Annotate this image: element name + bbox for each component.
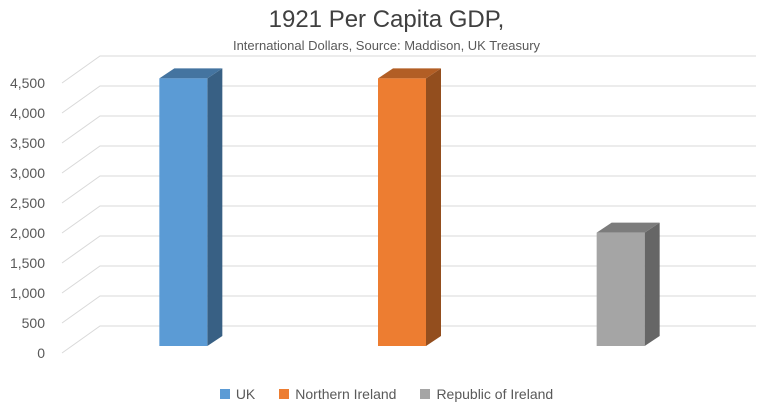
legend: UK Northern Ireland Republic of Ireland xyxy=(0,386,773,402)
legend-item: Republic of Ireland xyxy=(420,386,553,402)
y-tick-label: 3,500 xyxy=(10,135,45,151)
bar-side xyxy=(644,222,660,346)
legend-item: UK xyxy=(219,386,256,402)
bar-top xyxy=(596,222,660,233)
gridline xyxy=(61,175,756,204)
legend-swatch xyxy=(420,389,431,399)
y-tick-label: 3,000 xyxy=(10,165,45,181)
bar xyxy=(378,78,426,347)
legend-label: Republic of Ireland xyxy=(436,386,554,402)
y-tick-label: 0 xyxy=(37,345,45,361)
legend-swatch xyxy=(219,389,230,399)
y-tick-label: 1,000 xyxy=(10,285,45,301)
legend-label: UK xyxy=(235,386,256,402)
bar xyxy=(596,232,645,346)
gridline xyxy=(61,205,756,234)
bar-side xyxy=(207,68,223,347)
bar xyxy=(159,78,208,347)
y-tick-label: 2,500 xyxy=(10,195,45,211)
legend-label: Northern Ireland xyxy=(295,386,397,402)
gridline xyxy=(61,55,756,84)
chart-title: 1921 Per Capita GDP, xyxy=(268,6,505,33)
bar-side xyxy=(426,68,441,347)
gridline xyxy=(61,115,756,144)
y-tick-label: 4,500 xyxy=(10,75,45,91)
plot-area: 0 500 1,000 1,500 2,000 2,500 3,000 3,500 4,000 4… xyxy=(10,55,756,361)
gridline xyxy=(61,235,756,264)
gridline xyxy=(61,145,756,174)
gridline xyxy=(61,85,756,114)
gridline xyxy=(61,265,756,294)
gridline xyxy=(61,325,756,354)
bar-top xyxy=(159,68,223,79)
legend-swatch xyxy=(279,389,290,399)
y-tick-label: 4,000 xyxy=(10,105,45,121)
gridline xyxy=(61,295,756,324)
y-tick-label: 1,500 xyxy=(10,255,45,271)
y-tick-label: 2,000 xyxy=(10,225,45,241)
bar-top xyxy=(378,68,441,79)
y-tick-label: 500 xyxy=(22,315,46,331)
chart-subtitle: International Dollars, Source: Maddison,… xyxy=(232,38,541,53)
legend-item: Northern Ireland xyxy=(279,386,396,402)
